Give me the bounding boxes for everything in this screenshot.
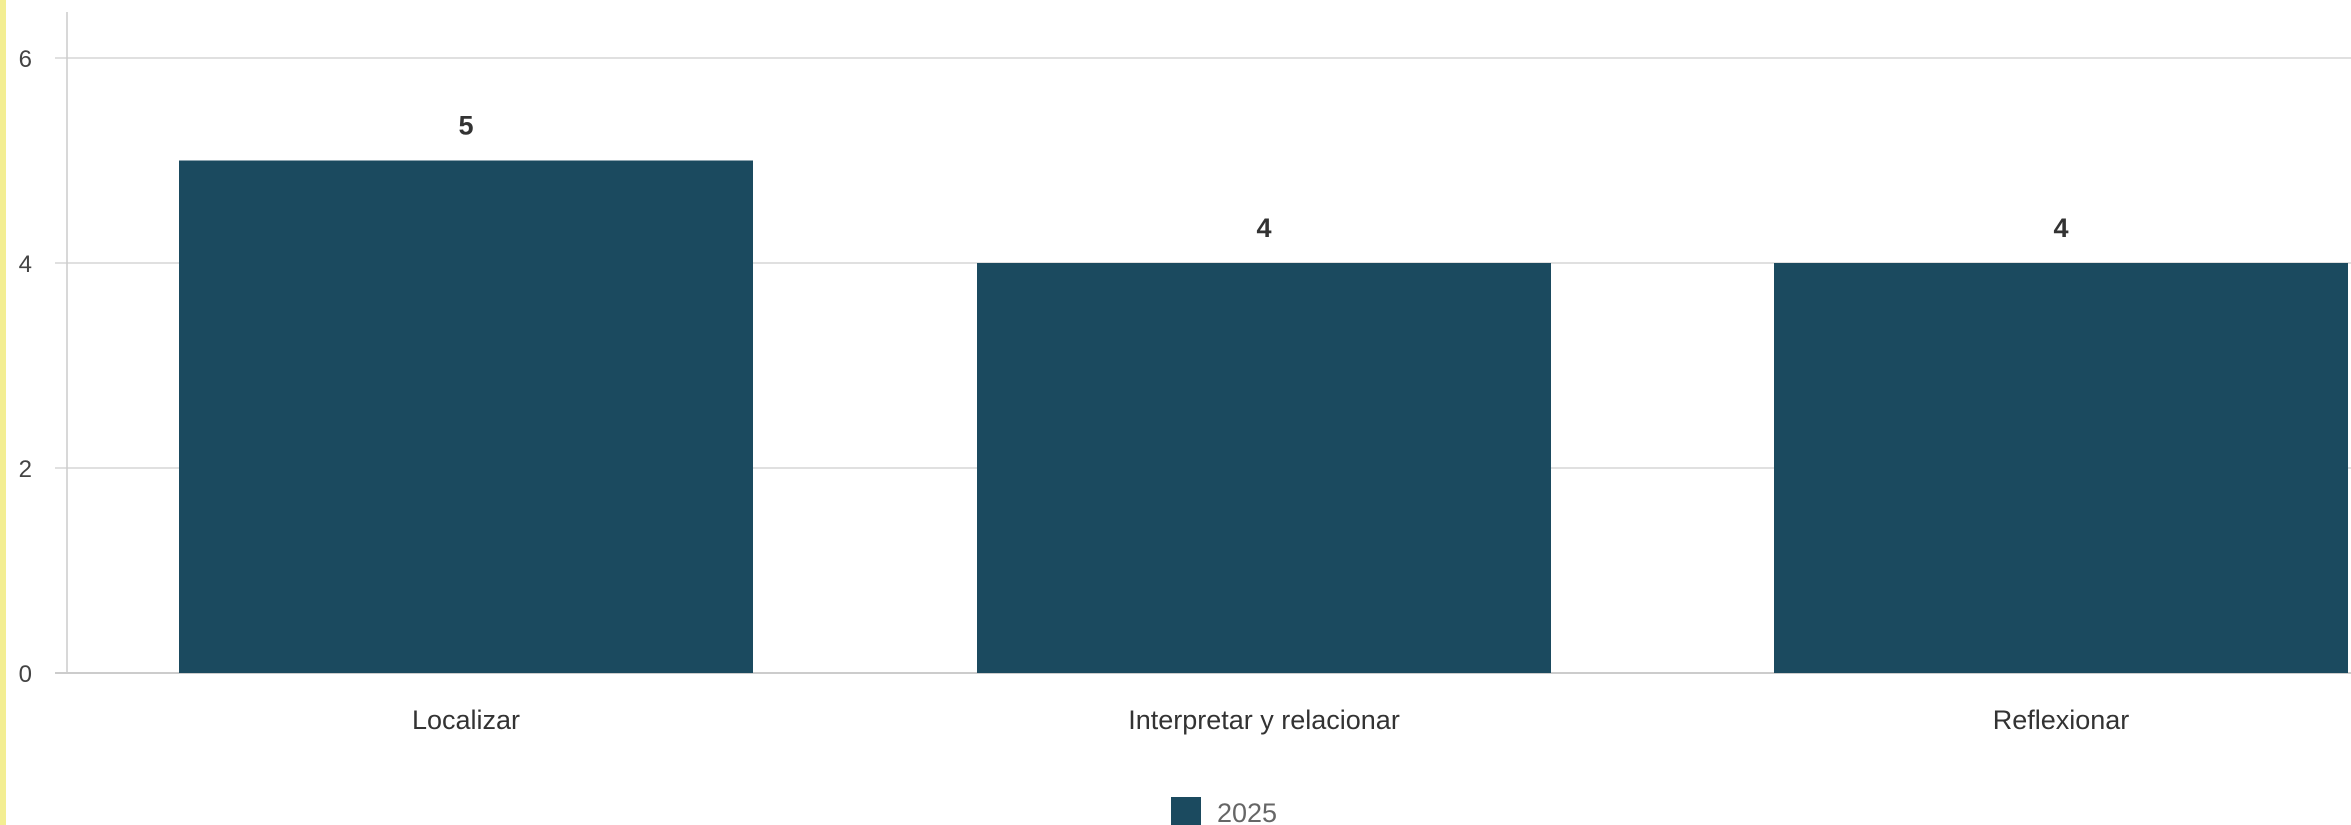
x-category-label-localizar: Localizar (412, 705, 520, 735)
y-axis-ticks: 0 2 4 6 (19, 46, 32, 688)
data-labels: 5 4 4 (458, 111, 2068, 244)
y-tick-label-6: 6 (19, 46, 32, 73)
x-category-label-reflexionar: Reflexionar (1993, 705, 2130, 735)
y-tick-label-2: 2 (19, 456, 32, 483)
bars (179, 160, 2348, 674)
data-label-reflexionar: 4 (2053, 213, 2068, 243)
bar-interpretar-y-relacionar[interactable] (977, 263, 1551, 673)
y-tick-label-0: 0 (19, 661, 32, 688)
data-label-interpretar-y-relacionar: 4 (1256, 213, 1271, 243)
legend-label-2025: 2025 (1217, 798, 1277, 825)
left-accent-border (0, 0, 6, 825)
bar-reflexionar[interactable] (1774, 263, 2348, 673)
bar-localizar[interactable] (179, 160, 753, 674)
x-axis-categories: Localizar Interpretar y relacionar Reflexi… (412, 705, 2129, 735)
legend-swatch (1171, 797, 1201, 825)
legend[interactable]: 2025 (1171, 797, 1277, 825)
x-category-label-interpretar-y-relacionar: Interpretar y relacionar (1128, 705, 1400, 735)
data-label-localizar: 5 (458, 111, 473, 141)
y-tick-label-4: 4 (19, 251, 32, 278)
